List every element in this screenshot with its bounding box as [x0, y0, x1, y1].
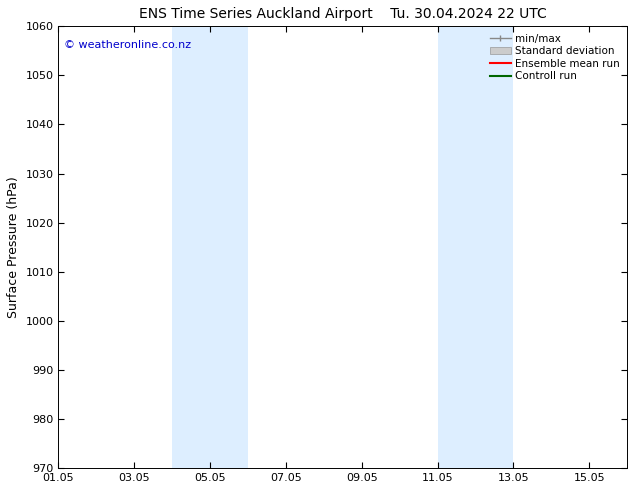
Bar: [437, 26, 514, 468]
Title: ENS Time Series Auckland Airport    Tu. 30.04.2024 22 UTC: ENS Time Series Auckland Airport Tu. 30.…: [139, 7, 547, 21]
Y-axis label: Surface Pressure (hPa): Surface Pressure (hPa): [7, 176, 20, 318]
Legend: min/max, Standard deviation, Ensemble mean run, Controll run: min/max, Standard deviation, Ensemble me…: [488, 31, 622, 83]
Bar: [172, 26, 248, 468]
Text: © weatheronline.co.nz: © weatheronline.co.nz: [64, 40, 191, 49]
